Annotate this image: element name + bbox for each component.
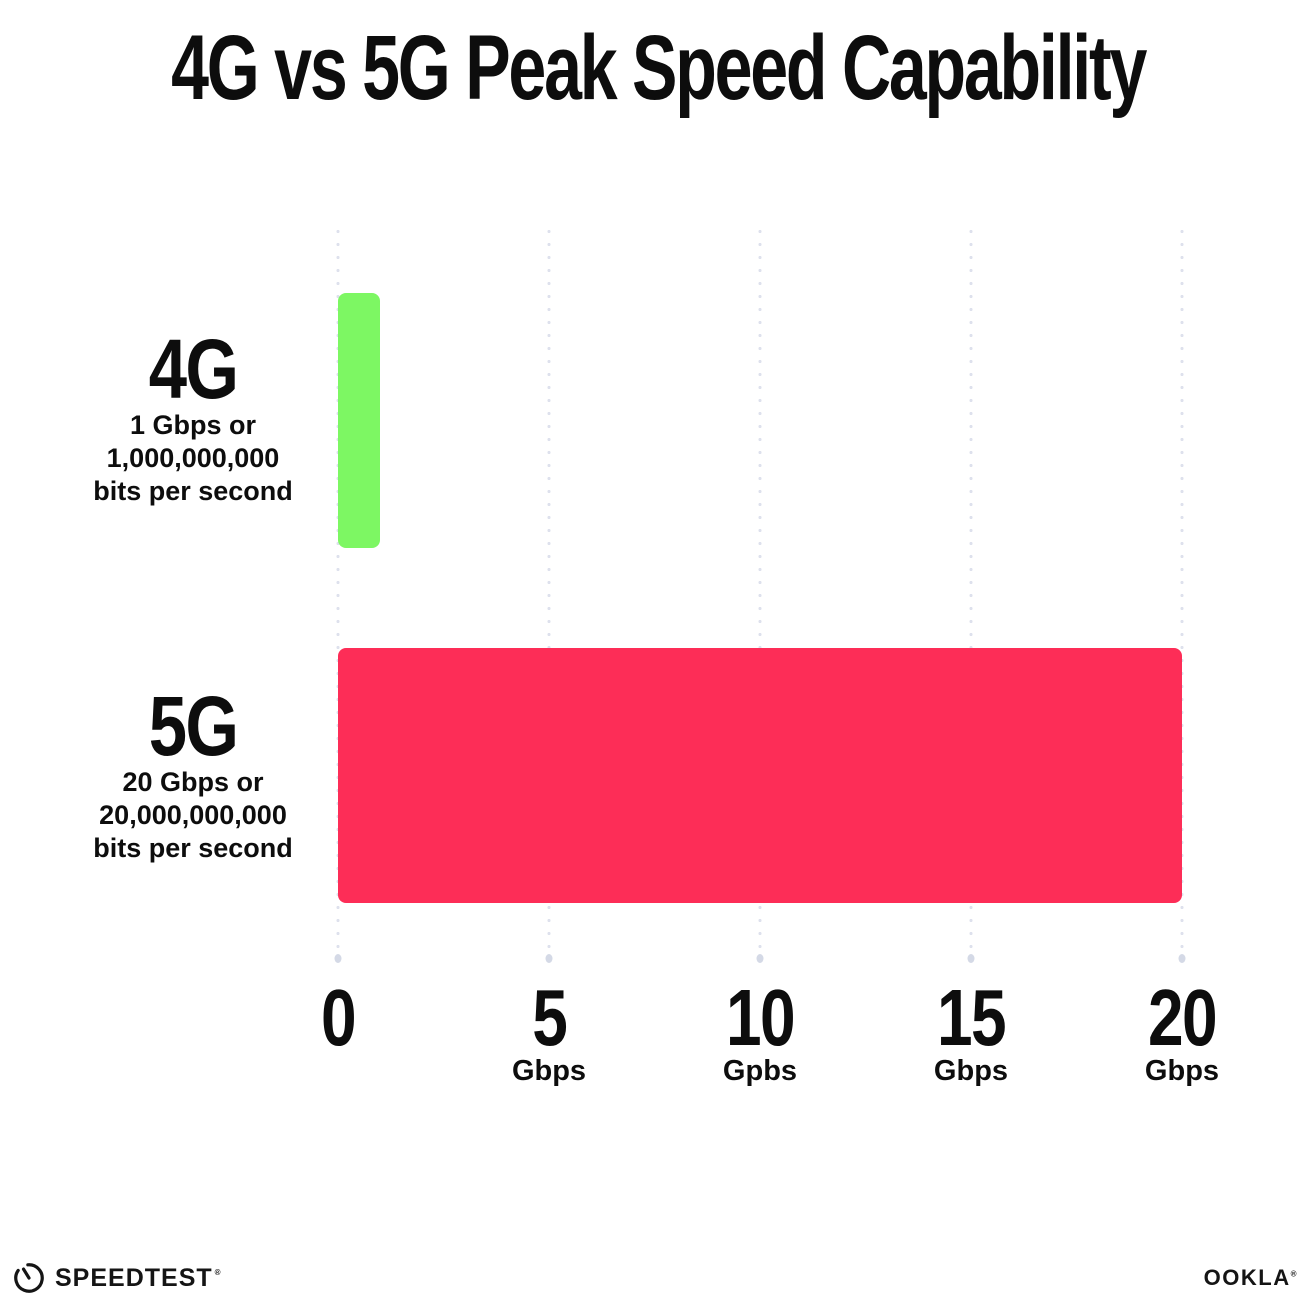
category-sublabel-5g: 20 Gbps or 20,000,000,000 bits per secon…	[33, 766, 353, 865]
gridline-5	[547, 225, 551, 958]
sublabel-line: bits per second	[93, 833, 293, 863]
tick-unit: Gbps	[1144, 1055, 1220, 1087]
page-title: 4G vs 5G Peak Speed Capability	[0, 16, 1308, 121]
category-name-5g: 5G	[148, 679, 239, 773]
speedtest-logo: SPEEDTEST ®	[12, 1261, 221, 1295]
sublabel-line: 1 Gbps or	[129, 410, 257, 440]
x-axis-tick-5: 5 Gbps	[512, 978, 586, 1088]
speedometer-gauge-icon	[12, 1261, 46, 1295]
category-label-5g: 5G 20 Gbps or 20,000,000,000 bits per se…	[33, 684, 353, 865]
category-label-4g: 4G 1 Gbps or 1,000,000,000 bits per seco…	[33, 327, 353, 508]
tick-value: 5	[532, 973, 568, 1062]
tick-unit: Gpbs	[722, 1055, 798, 1087]
bar-5g	[338, 648, 1182, 903]
tick-value: 10	[726, 973, 796, 1062]
sublabel-line: bits per second	[93, 476, 293, 506]
x-axis-tick-15: 15 Gbps	[929, 978, 1014, 1088]
tick-value: 20	[1148, 973, 1218, 1062]
ookla-trademark: ®	[1290, 1269, 1298, 1279]
sublabel-line: 1,000,000,000	[106, 443, 280, 473]
sublabel-line: 20 Gbps or	[122, 767, 264, 797]
gridline-0	[336, 225, 340, 958]
gridline-20	[1180, 225, 1184, 958]
sublabel-line: 20,000,000,000	[99, 800, 287, 830]
bar-4g	[338, 293, 381, 548]
category-sublabel-4g: 1 Gbps or 1,000,000,000 bits per second	[33, 409, 353, 508]
ookla-wordmark: OOKLA	[1203, 1265, 1291, 1290]
ookla-logo: OOKLA®	[1204, 1265, 1298, 1291]
category-name-4g: 4G	[148, 322, 239, 416]
x-axis: 0 5 Gbps 10 Gpbs 15 Gbps 20 Gbps	[321, 978, 1219, 1108]
speedtest-trademark: ®	[214, 1267, 221, 1277]
x-axis-tick-10: 10 Gpbs	[718, 978, 803, 1088]
x-axis-tick-0: 0	[317, 978, 360, 1058]
gridline-10	[758, 225, 762, 958]
gridline-15	[969, 225, 973, 958]
tick-value: 0	[321, 973, 357, 1062]
speedtest-wordmark: SPEEDTEST	[55, 1263, 213, 1292]
page-title-text: 4G vs 5G Peak Speed Capability	[171, 17, 1147, 119]
tick-unit: Gbps	[933, 1055, 1009, 1087]
plot-area	[336, 225, 1184, 958]
x-axis-tick-20: 20 Gbps	[1140, 978, 1225, 1088]
tick-value: 15	[937, 973, 1007, 1062]
tick-unit: Gbps	[511, 1055, 587, 1087]
